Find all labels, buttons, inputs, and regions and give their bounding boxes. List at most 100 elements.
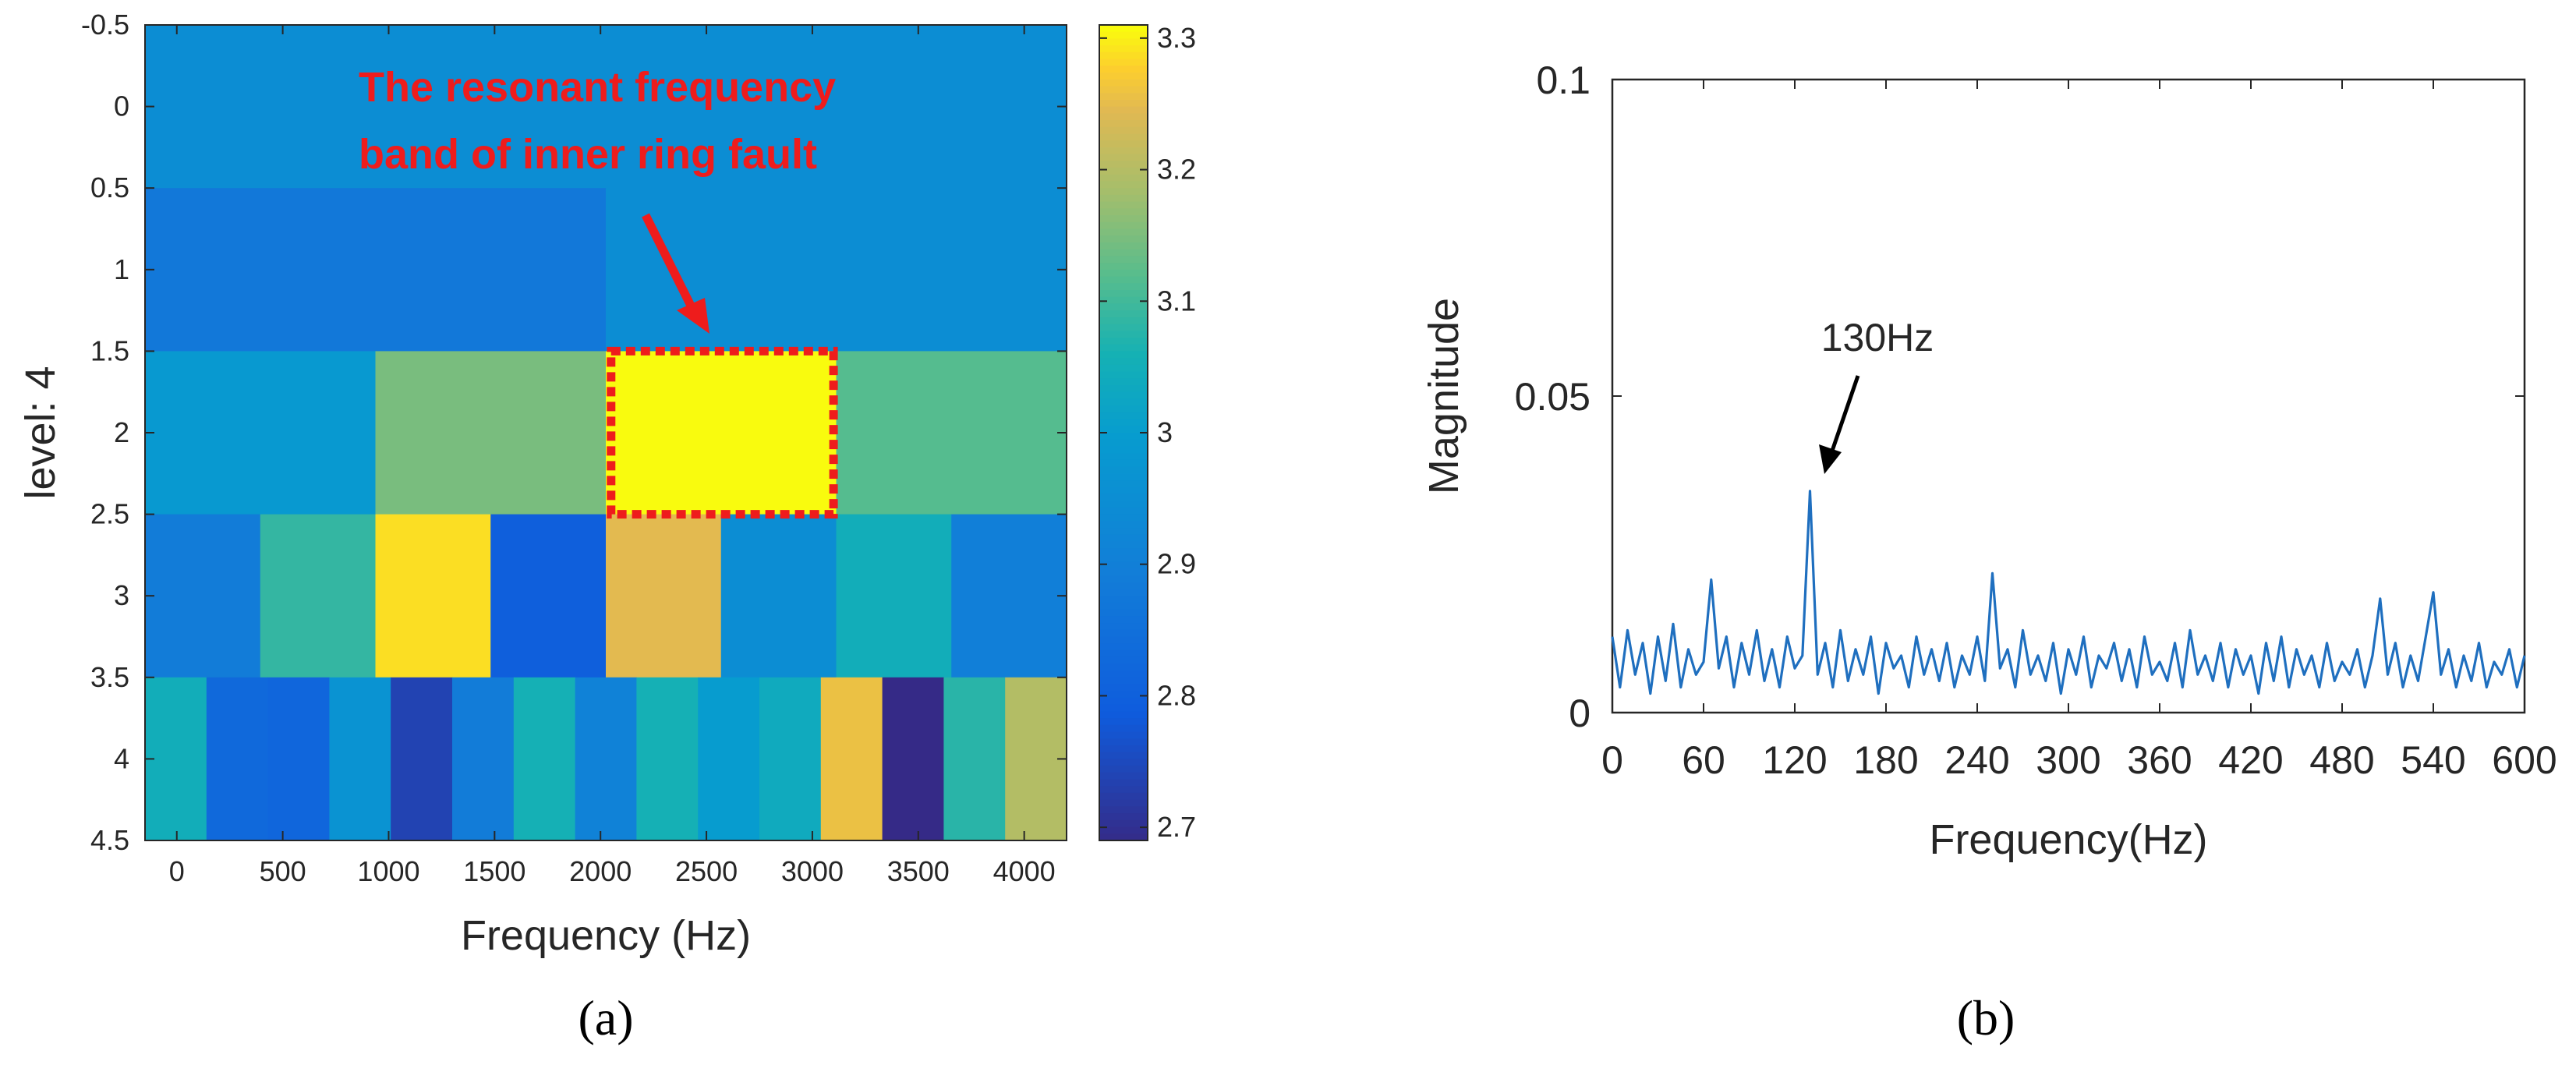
heatmap-cell: [375, 514, 491, 678]
x-tick-label: 3000: [781, 855, 844, 887]
colorbar-segment: [1099, 263, 1148, 271]
heatmap-cell: [606, 514, 722, 678]
colorbar-segment: [1099, 221, 1148, 230]
y-tick-label: 2.5: [90, 498, 129, 530]
x-tick-label: 0: [1601, 738, 1623, 782]
x-tick-label: 360: [2127, 738, 2192, 782]
colorbar-segment: [1099, 168, 1148, 175]
y-tick-label: 3.5: [90, 661, 129, 693]
heatmap-cell: [820, 677, 883, 841]
heatmap-cell: [206, 677, 269, 841]
y-tick-label: -0.5: [81, 9, 129, 41]
colorbar-segment: [1099, 459, 1148, 468]
heatmap-cell: [375, 351, 607, 515]
colorbar-segment: [1099, 147, 1148, 155]
heatmap-cell: [452, 677, 515, 841]
colorbar-segment: [1099, 629, 1148, 638]
envelope-spectrum-chart: 0 60 120 180 240 300 360 420 480 540 600 00.050.1 …: [1421, 58, 2557, 863]
y-tick-label: 3: [114, 579, 129, 611]
colorbar-segment: [1099, 242, 1148, 250]
panel-b-label: (b): [1957, 990, 2015, 1046]
colorbar-segment: [1099, 738, 1148, 746]
colorbar-segment: [1099, 649, 1148, 658]
colorbar-segment: [1099, 276, 1148, 285]
x-tick-label: 2000: [569, 855, 632, 887]
colorbar-segment: [1099, 704, 1148, 713]
colorbar-segment: [1099, 534, 1148, 543]
colorbar-segment: [1099, 656, 1148, 665]
colorbar-segment: [1099, 677, 1148, 685]
heatmap-cell: [575, 677, 637, 841]
colorbar-segment: [1099, 766, 1148, 773]
colorbar-segment: [1099, 364, 1148, 373]
colorbar-ticks: 2.7 2.8 2.9 3 3.1 3.2 3.3: [1099, 22, 1196, 843]
colorbar-segment: [1099, 371, 1148, 380]
x-tick-label: 240: [1944, 738, 2009, 782]
resonant-band-highlight: [607, 346, 838, 519]
heatmap-cell: [513, 677, 576, 841]
colorbar-segment: [1099, 697, 1148, 706]
colorbar-tick-label: 3.2: [1157, 154, 1196, 186]
heatmap-cell: [145, 514, 261, 678]
annotation-line-2: band of inner ring fault: [359, 131, 817, 178]
heatmap-cells: [145, 25, 1067, 841]
colorbar-tick-label: 3.3: [1157, 22, 1196, 54]
colorbar-segment: [1099, 439, 1148, 448]
colorbar-segment: [1099, 79, 1148, 87]
colorbar-segment: [1099, 378, 1148, 386]
annotation-arrow-shaft: [642, 213, 696, 311]
x-tick-label: 300: [2036, 738, 2100, 782]
line-x-ticks: 0 60 120 180 240 300 360 420 480 540 600: [1601, 80, 2557, 782]
colorbar-segment: [1099, 731, 1148, 740]
colorbar-segment: [1099, 596, 1148, 603]
colorbar-segment: [1099, 45, 1148, 53]
colorbar-segment: [1099, 446, 1148, 455]
colorbar-segment: [1099, 548, 1148, 556]
y-tick-label: 2: [114, 416, 129, 448]
colorbar-segment: [1099, 65, 1148, 74]
heatmap-y-axis-label: level: 4: [17, 366, 64, 499]
colorbar-segment: [1099, 813, 1148, 821]
colorbar-segment: [1099, 351, 1148, 359]
colorbar-segment: [1099, 235, 1148, 243]
colorbar-segment: [1099, 174, 1148, 182]
colorbar-segment: [1099, 324, 1148, 332]
line-plot-frame: [1611, 78, 2526, 714]
colorbar-segment: [1099, 541, 1148, 550]
colorbar-segment: [1099, 833, 1148, 841]
colorbar-segment: [1099, 181, 1148, 189]
colorbar-segment: [1099, 73, 1148, 80]
colorbar-segment: [1099, 398, 1148, 407]
heatmap-cell: [943, 677, 1006, 841]
colorbar-segment: [1099, 289, 1148, 298]
colorbar-segment: [1099, 384, 1148, 393]
x-tick-label: 180: [1853, 738, 1918, 782]
colorbar-segment: [1099, 487, 1148, 495]
colorbar-segment: [1099, 154, 1148, 162]
colorbar-segment: [1099, 724, 1148, 733]
x-tick-label: 0: [169, 855, 185, 887]
x-tick-label: 600: [2492, 738, 2557, 782]
x-tick-label: 1000: [357, 855, 419, 887]
colorbar-segment: [1099, 419, 1148, 427]
colorbar-segment: [1099, 772, 1148, 780]
heatmap-cell: [145, 351, 376, 515]
colorbar-segment: [1099, 426, 1148, 433]
y-tick-label: 0: [114, 90, 129, 122]
heatmap-cell: [636, 677, 699, 841]
panel-a-label: (a): [578, 990, 633, 1046]
colorbar-segment: [1099, 554, 1148, 563]
colorbar-segment: [1099, 636, 1148, 645]
colorbar-segment: [1099, 582, 1148, 590]
x-tick-label: 4000: [993, 855, 1056, 887]
colorbar-segment: [1099, 31, 1148, 40]
colorbar-segment: [1099, 473, 1148, 482]
colorbar-segment: [1099, 602, 1148, 610]
y-tick-label: 1: [114, 253, 129, 285]
colorbar-segment: [1099, 745, 1148, 753]
x-tick-label: 2500: [675, 855, 738, 887]
colorbar-segment: [1099, 344, 1148, 352]
heatmap-y-ticks: -0.5 0 0.5 1 1.5 2 2.5 3 3.5 4 4.5: [81, 9, 1067, 856]
colorbar-segment: [1099, 358, 1148, 366]
colorbar-segment: [1099, 113, 1148, 122]
